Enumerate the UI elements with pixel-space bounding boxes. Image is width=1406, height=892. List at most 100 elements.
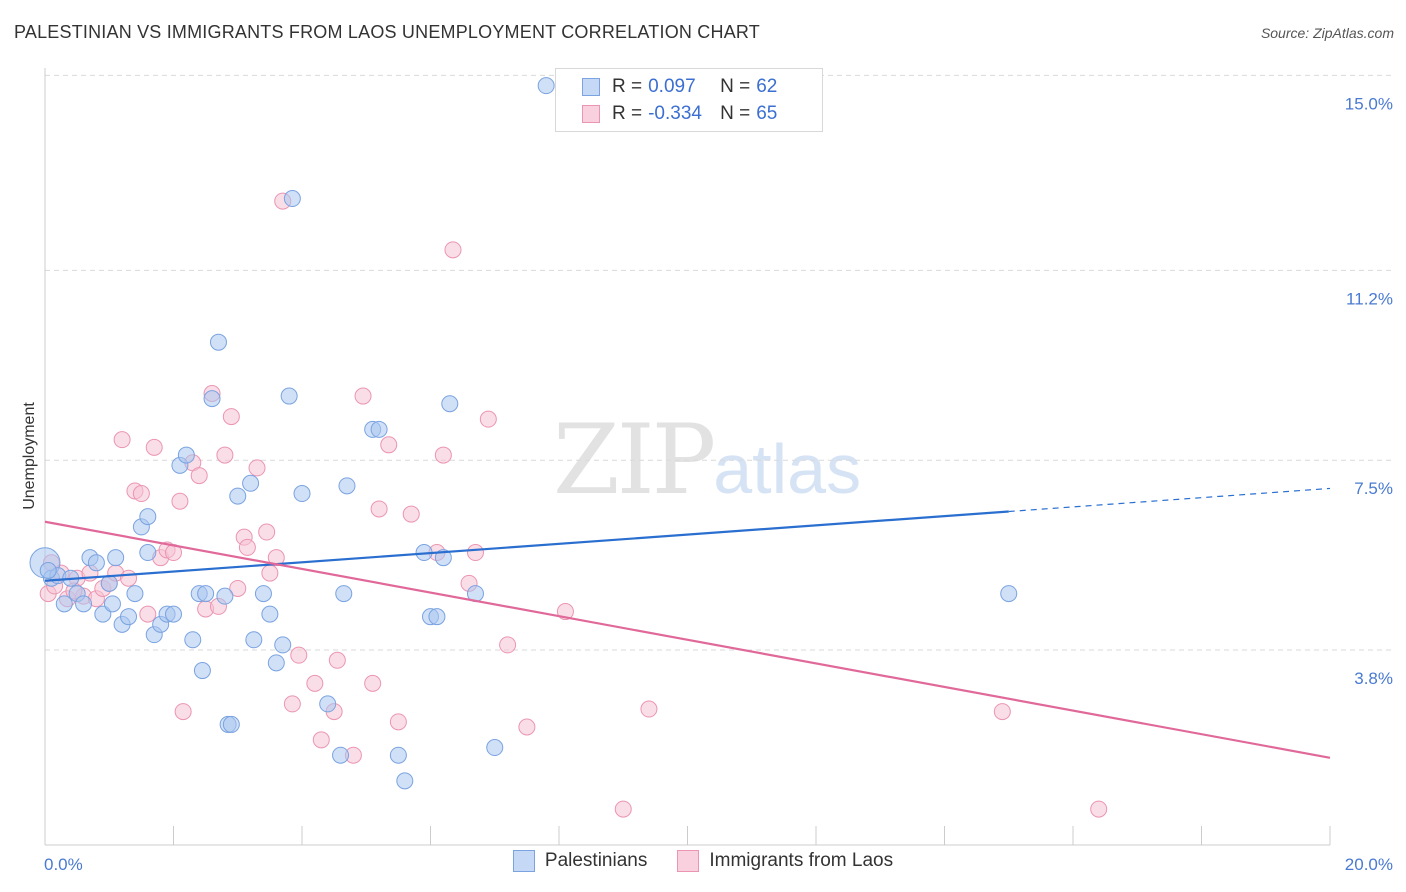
legend-r-label: R = xyxy=(612,103,643,124)
data-point-palestinians xyxy=(216,587,234,605)
trend-line-laos xyxy=(44,520,1331,759)
data-point-palestinians xyxy=(254,585,272,603)
grid-lines xyxy=(45,74,1392,651)
series-palestinians xyxy=(29,77,1018,790)
trend-line-palestinians xyxy=(44,510,1009,582)
data-point-palestinians xyxy=(177,446,195,464)
data-point-palestinians xyxy=(203,390,221,408)
data-point-palestinians xyxy=(222,715,240,733)
data-point-laos xyxy=(283,695,301,713)
data-point-palestinians xyxy=(267,654,285,672)
data-point-laos xyxy=(389,713,407,731)
data-point-palestinians xyxy=(126,585,144,603)
legend-row-palestinians: R = 0.097 N = 62 xyxy=(582,74,777,100)
legend-row-laos: R = -0.334 N = 65 xyxy=(582,101,777,127)
data-point-palestinians xyxy=(389,746,407,764)
watermark-atlas: atlas xyxy=(713,430,862,508)
data-point-palestinians xyxy=(75,595,93,613)
data-point-laos xyxy=(120,569,138,587)
data-point-laos xyxy=(354,387,372,405)
data-point-laos xyxy=(222,408,240,426)
legend-swatch-blue xyxy=(582,78,600,96)
data-point-palestinians xyxy=(261,605,279,623)
data-point-laos xyxy=(1090,800,1108,818)
data-point-palestinians xyxy=(319,695,337,713)
data-point-palestinians xyxy=(486,739,504,757)
data-point-laos xyxy=(640,700,658,718)
data-point-palestinians xyxy=(332,746,350,764)
data-point-laos xyxy=(132,485,150,503)
legend: R = 0.097 N = 62 R = -0.334 N = 65 xyxy=(555,68,823,132)
data-point-palestinians xyxy=(100,574,118,592)
data-point-palestinians xyxy=(1000,585,1018,603)
data-point-laos xyxy=(364,674,382,692)
trend-line-palestinians-extension xyxy=(1008,487,1331,513)
data-point-palestinians xyxy=(335,585,353,603)
data-point-laos xyxy=(238,538,256,556)
data-point-palestinians xyxy=(103,595,121,613)
data-point-laos xyxy=(248,459,266,477)
x-tick-label: 20.0% xyxy=(1345,855,1393,874)
data-point-laos xyxy=(444,241,462,259)
y-tick-label: 7.5% xyxy=(1354,479,1393,498)
bottom-legend-swatch-pink xyxy=(677,850,700,872)
data-point-palestinians xyxy=(434,549,452,567)
bottom-legend: Palestinians Immigrants from Laos xyxy=(0,850,1406,872)
data-point-laos xyxy=(190,467,208,485)
x-tick-label: 0.0% xyxy=(44,855,83,874)
data-point-palestinians xyxy=(280,387,298,405)
data-point-laos xyxy=(614,800,632,818)
data-point-laos xyxy=(139,605,157,623)
data-point-palestinians xyxy=(120,608,138,626)
data-point-laos xyxy=(466,544,484,562)
data-point-laos xyxy=(171,492,189,510)
data-point-laos xyxy=(479,410,497,428)
tick-labels: 3.8% 7.5% 11.2% 15.0% 0.0% 20.0% xyxy=(44,94,1393,874)
data-point-palestinians xyxy=(139,508,157,526)
data-point-laos xyxy=(258,523,276,541)
data-point-laos xyxy=(312,731,330,749)
legend-r-label: R = xyxy=(612,76,643,97)
y-tick-label: 3.8% xyxy=(1354,669,1393,688)
data-point-laos xyxy=(216,446,234,464)
bottom-legend-palestinians: Palestinians xyxy=(512,850,647,872)
data-point-palestinians xyxy=(242,474,260,492)
legend-swatch-pink xyxy=(582,105,600,123)
data-point-palestinians xyxy=(107,549,125,567)
data-point-laos xyxy=(402,505,420,523)
data-point-palestinians xyxy=(428,608,446,626)
series-immigrants-from-laos xyxy=(39,192,1108,818)
data-point-laos xyxy=(518,718,536,736)
data-point-laos xyxy=(993,703,1011,721)
legend-n-label: N = xyxy=(720,103,751,124)
data-point-laos xyxy=(113,431,131,449)
data-point-palestinians xyxy=(293,485,311,503)
data-point-palestinians xyxy=(139,544,157,562)
data-point-palestinians xyxy=(87,554,105,572)
axes xyxy=(44,68,1331,846)
data-point-palestinians xyxy=(209,333,227,351)
legend-r-value: -0.334 xyxy=(648,103,702,124)
data-point-laos xyxy=(328,651,346,669)
data-point-palestinians xyxy=(283,190,301,208)
data-point-palestinians xyxy=(396,772,414,790)
data-point-palestinians xyxy=(537,77,555,95)
data-point-palestinians xyxy=(370,420,388,438)
data-point-laos xyxy=(380,436,398,454)
data-point-palestinians xyxy=(193,662,211,680)
data-point-palestinians xyxy=(338,477,356,495)
data-point-laos xyxy=(306,674,324,692)
data-point-laos xyxy=(174,703,192,721)
data-point-palestinians xyxy=(441,395,459,413)
data-point-laos xyxy=(145,438,163,456)
data-point-laos xyxy=(290,646,308,664)
data-point-palestinians xyxy=(197,585,215,603)
data-point-palestinians xyxy=(274,636,292,654)
data-point-laos xyxy=(267,549,285,567)
legend-r-value: 0.097 xyxy=(648,76,696,97)
data-point-laos xyxy=(499,636,517,654)
trend-lines xyxy=(44,487,1331,759)
data-point-palestinians xyxy=(229,487,247,505)
legend-n-label: N = xyxy=(720,76,751,97)
